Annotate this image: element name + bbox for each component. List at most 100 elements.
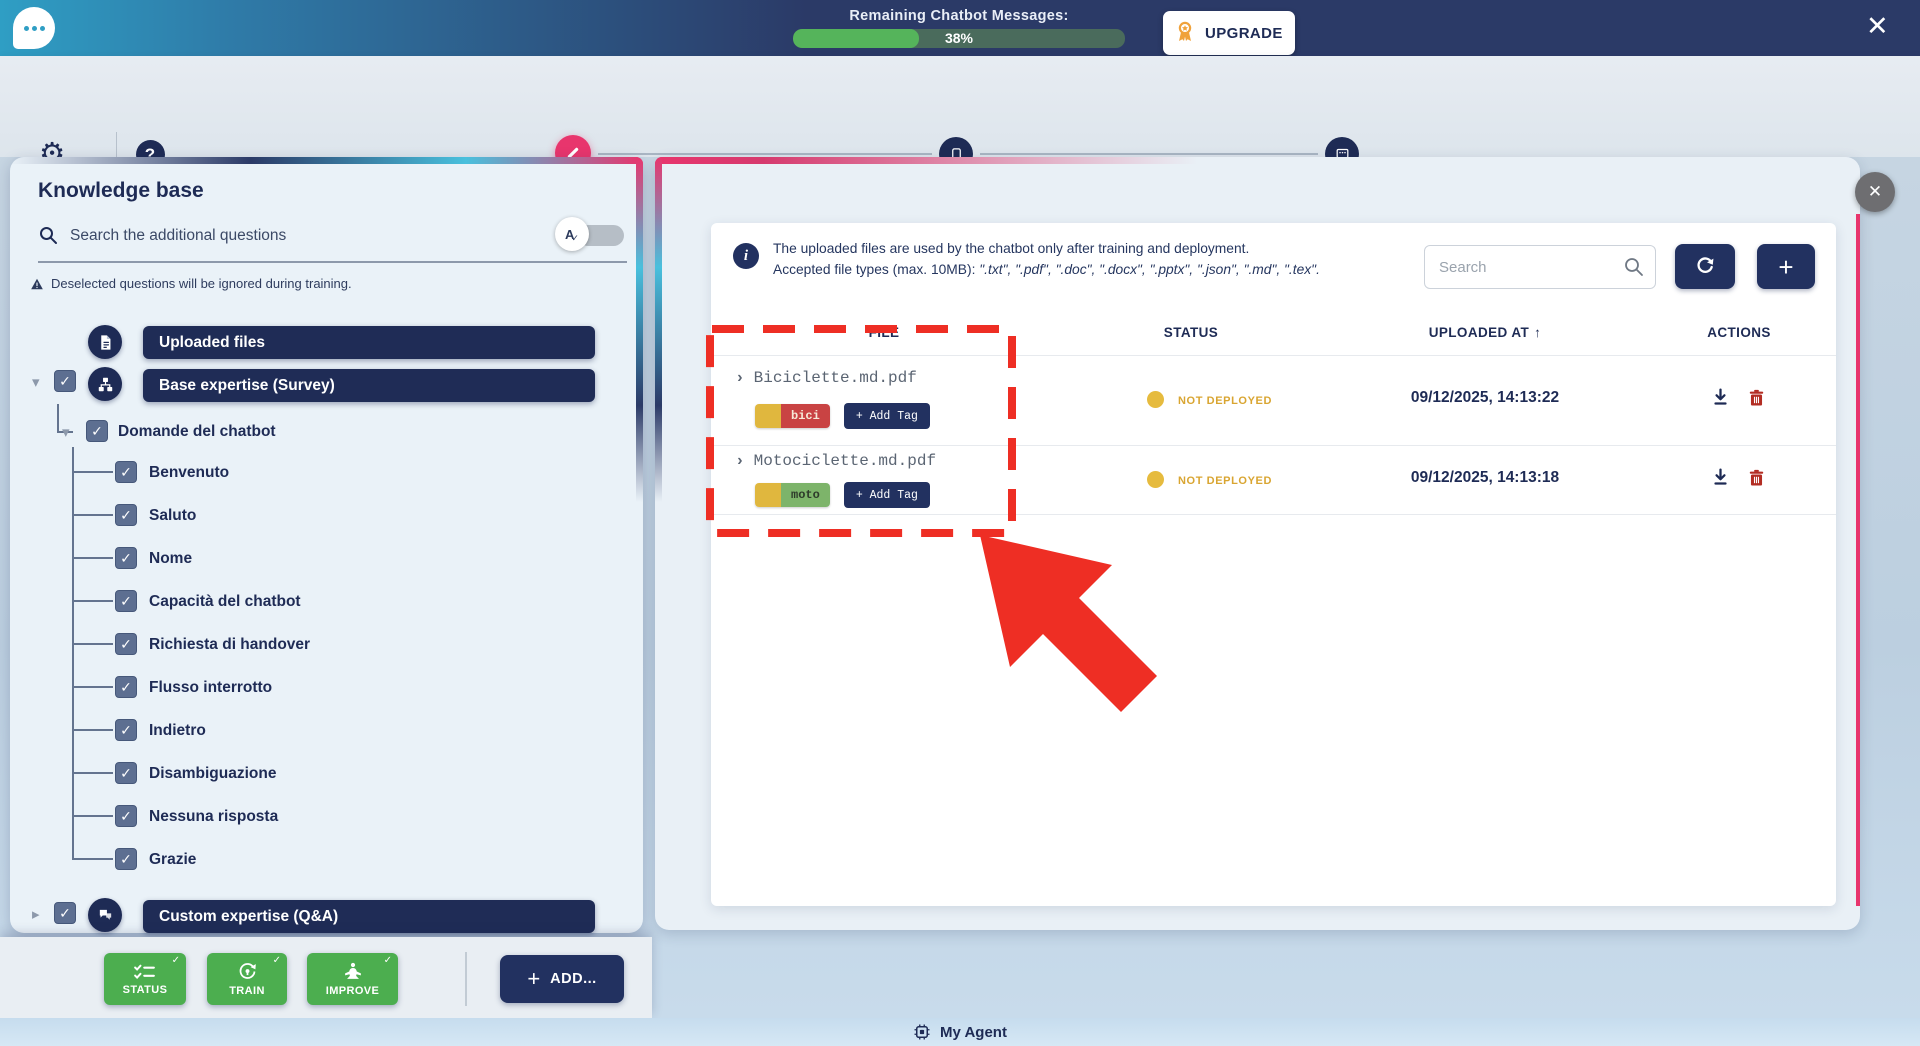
- checkbox-question[interactable]: ✓: [115, 590, 137, 612]
- base-expertise-item[interactable]: Base expertise (Survey): [143, 369, 595, 402]
- add-tag-button[interactable]: + Add Tag: [843, 482, 930, 508]
- check-icon: ✓: [383, 955, 392, 966]
- add-button-label: ADD...: [550, 971, 597, 987]
- files-search-input[interactable]: [1424, 245, 1656, 289]
- toolbar: ⚙ Setup ? Help Teach Preview: [0, 56, 1920, 194]
- checkbox-base-expertise[interactable]: ✓: [54, 370, 76, 392]
- checkbox-question[interactable]: ✓: [115, 461, 137, 483]
- file-row-name[interactable]: › Biciclette.md.pdf: [735, 369, 917, 387]
- refresh-icon: [1697, 256, 1714, 273]
- file-row-name[interactable]: › Motociclette.md.pdf: [735, 452, 937, 470]
- add-file-button[interactable]: +: [1757, 244, 1815, 289]
- question-label[interactable]: Disambiguazione: [149, 765, 277, 782]
- question-label[interactable]: Nome: [149, 550, 193, 567]
- status-button-label: STATUS: [122, 983, 168, 996]
- uploaded-files-panel: i The uploaded files are used by the cha…: [655, 157, 1860, 930]
- knowledge-base-panel: Knowledge base A✓ Deselected questions w…: [10, 157, 643, 933]
- my-agent-label[interactable]: My Agent: [940, 1023, 1007, 1041]
- improve-button-label: IMPROVE: [325, 985, 380, 997]
- status-dot: [1147, 471, 1164, 488]
- train-button-label: TRAIN: [229, 985, 265, 997]
- question-label[interactable]: Richiesta di handover: [149, 636, 311, 653]
- caret-down-icon[interactable]: ▾: [62, 424, 70, 441]
- tag[interactable]: bici: [755, 404, 830, 428]
- caret-right-icon[interactable]: ▸: [32, 906, 40, 923]
- question-label[interactable]: Flusso interrotto: [149, 679, 273, 696]
- checkbox-question[interactable]: ✓: [115, 676, 137, 698]
- uploaded-at-value: 09/12/2025, 14:13:18: [1410, 469, 1560, 486]
- plus-icon: +: [527, 966, 541, 991]
- add-button[interactable]: + ADD...: [500, 955, 624, 1003]
- status-badge: NOT DEPLOYED: [1178, 395, 1272, 407]
- checkbox-domande[interactable]: ✓: [86, 420, 108, 442]
- question-label[interactable]: Grazie: [149, 851, 197, 868]
- question-label[interactable]: Benvenuto: [149, 464, 230, 481]
- trash-icon: [1749, 389, 1764, 406]
- checkbox-question[interactable]: ✓: [115, 633, 137, 655]
- meditation-icon: [344, 962, 361, 979]
- trash-icon: [1749, 469, 1764, 486]
- uploaded-files-item[interactable]: Uploaded files: [143, 326, 595, 359]
- add-tag-button[interactable]: + Add Tag: [843, 403, 930, 429]
- row-divider: [711, 355, 1836, 356]
- improve-button[interactable]: ✓ IMPROVE: [307, 953, 398, 1005]
- column-header-uploaded-at[interactable]: UPLOADED AT ↑: [1428, 325, 1542, 340]
- tree-stub: [74, 643, 113, 645]
- checkbox-question[interactable]: ✓: [115, 762, 137, 784]
- download-button[interactable]: [1710, 467, 1731, 491]
- tree-stub: [74, 471, 113, 473]
- train-button[interactable]: ✓ TRAIN: [207, 953, 287, 1005]
- checkbox-question[interactable]: ✓: [115, 547, 137, 569]
- tree-stub: [74, 772, 113, 774]
- checkbox-question[interactable]: ✓: [115, 719, 137, 741]
- qa-bubbles-icon: [88, 898, 122, 932]
- download-icon: [1714, 468, 1727, 485]
- accepted-types: ".txt", ".pdf", ".doc", ".docx", ".pptx"…: [979, 262, 1320, 277]
- auto-search-toggle-knob[interactable]: A ✓: [555, 217, 589, 251]
- search-underline: [38, 261, 627, 263]
- step-connector-line: [598, 153, 932, 155]
- question-label[interactable]: Indietro: [149, 722, 206, 739]
- checkbox-question[interactable]: ✓: [115, 504, 137, 526]
- app-logo-icon[interactable]: [13, 7, 55, 49]
- tree-stub: [74, 858, 113, 860]
- domande-label[interactable]: Domande del chatbot: [118, 423, 276, 440]
- caret-down-icon[interactable]: ▾: [32, 374, 40, 391]
- custom-expertise-item[interactable]: Custom expertise (Q&A): [143, 900, 595, 933]
- info-text: The uploaded files are used by the chatb…: [773, 238, 1453, 280]
- panel-accent-line: [1856, 214, 1860, 906]
- column-header-status[interactable]: STATUS: [1163, 325, 1219, 340]
- window-close-button[interactable]: ✕: [1860, 12, 1895, 41]
- medal-icon: [1173, 20, 1197, 47]
- search-icon: [38, 225, 58, 250]
- org-chart-icon: [88, 367, 122, 401]
- download-button[interactable]: [1710, 387, 1731, 411]
- auto-search-toggle[interactable]: [578, 225, 624, 246]
- tag[interactable]: moto: [755, 483, 830, 507]
- checkbox-question[interactable]: ✓: [115, 848, 137, 870]
- delete-button[interactable]: [1747, 388, 1766, 411]
- question-label[interactable]: Nessuna risposta: [149, 808, 279, 825]
- info-line2: Accepted file types (max. 10MB): ".txt",…: [773, 262, 1320, 277]
- panel-close-button[interactable]: ✕: [1855, 172, 1895, 212]
- kb-search-input[interactable]: [68, 221, 452, 251]
- column-header-actions[interactable]: ACTIONS: [1707, 325, 1771, 340]
- checkbox-question[interactable]: ✓: [115, 805, 137, 827]
- files-card: i The uploaded files are used by the cha…: [711, 223, 1836, 906]
- question-label[interactable]: Capacità del chatbot: [149, 593, 301, 610]
- column-header-file[interactable]: FILE: [868, 325, 900, 340]
- checkbox-custom-expertise[interactable]: ✓: [54, 902, 76, 924]
- expand-chevron-icon[interactable]: ›: [735, 369, 745, 387]
- expand-chevron-icon[interactable]: ›: [735, 452, 745, 470]
- remaining-messages: Remaining Chatbot Messages: 38%: [793, 8, 1125, 48]
- status-badge: NOT DEPLOYED: [1178, 475, 1272, 487]
- question-label[interactable]: Saluto: [149, 507, 197, 524]
- pencil-icon: [567, 147, 579, 159]
- tag-color-swatch: [755, 483, 781, 507]
- refresh-button[interactable]: [1675, 244, 1735, 289]
- status-button[interactable]: ✓ STATUS: [104, 953, 186, 1005]
- upgrade-button[interactable]: UPGRADE: [1163, 11, 1295, 55]
- delete-button[interactable]: [1747, 468, 1766, 491]
- checklist-icon: [134, 964, 155, 979]
